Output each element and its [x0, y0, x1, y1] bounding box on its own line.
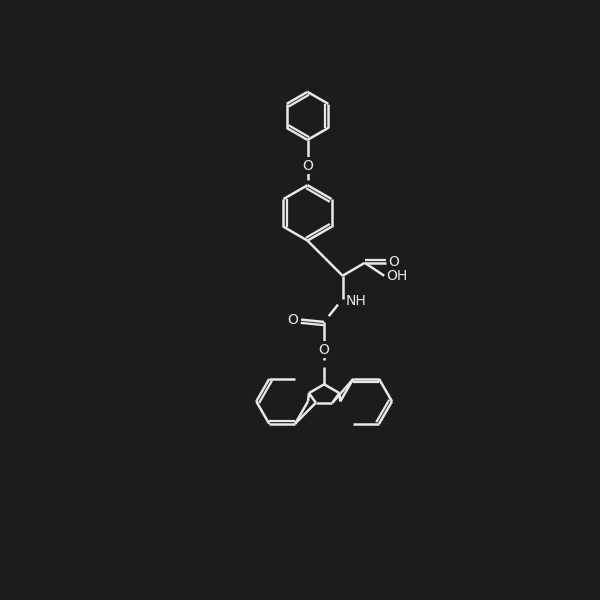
Text: O: O — [287, 313, 298, 326]
Text: O: O — [302, 159, 313, 173]
Text: OH: OH — [386, 269, 408, 283]
Text: O: O — [388, 255, 400, 269]
Text: NH: NH — [346, 294, 367, 308]
Text: O: O — [319, 343, 329, 356]
